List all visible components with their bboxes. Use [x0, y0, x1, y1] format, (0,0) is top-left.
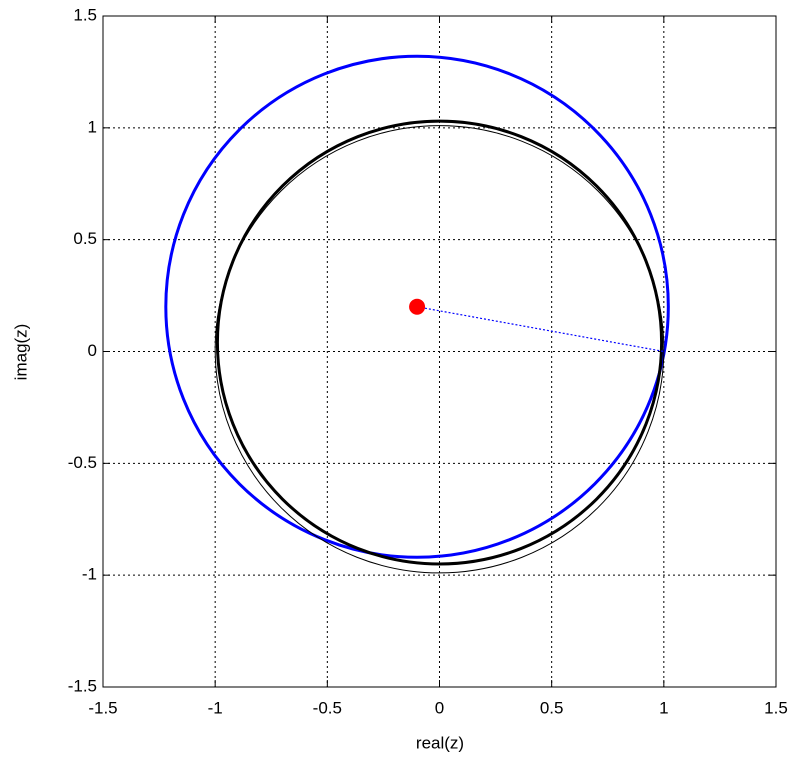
x-tick-label: -1 [208, 698, 223, 717]
x-tick-label: -0.5 [313, 698, 342, 717]
y-tick-label: 1.5 [73, 5, 97, 24]
y-tick-label: -1 [82, 565, 97, 584]
x-tick-label: 1 [659, 698, 668, 717]
point [409, 299, 425, 315]
x-tick-label: -1.5 [88, 698, 117, 717]
x-tick-label: 0 [435, 698, 444, 717]
y-tick-label: 0.5 [73, 229, 97, 248]
x-tick-label: 1.5 [764, 698, 788, 717]
chart: real(z) imag(z) -1.5 -1 -0.5 0 0.5 1 1.5 -1.5 -1… [0, 0, 794, 760]
y-axis-label: imag(z) [11, 324, 30, 381]
y-tick-label: -0.5 [68, 453, 97, 472]
x-axis-label: real(z) [416, 733, 464, 752]
y-tick-label: 1 [88, 117, 97, 136]
y-tick-label: -1.5 [68, 676, 97, 695]
x-tick-label: 0.5 [540, 698, 564, 717]
y-tick-label: 0 [88, 341, 97, 360]
